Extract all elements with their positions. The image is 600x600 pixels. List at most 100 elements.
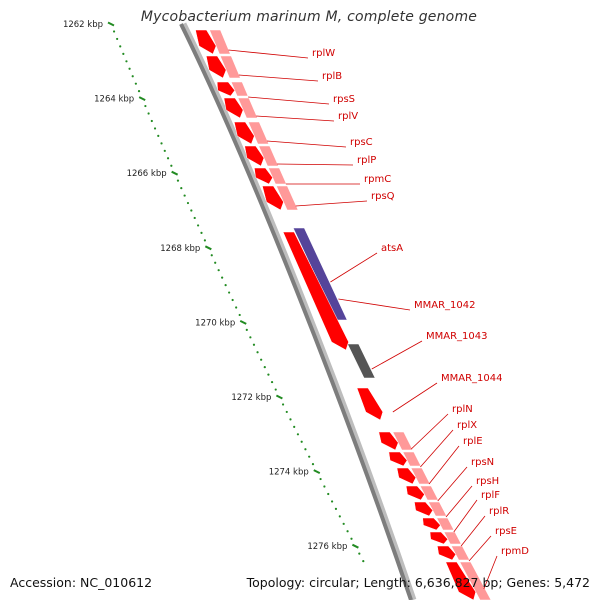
scale-minor-tick <box>214 261 217 264</box>
leader-rplR <box>460 515 486 547</box>
gene-label-rpsC[interactable]: rpsC <box>350 137 373 148</box>
scale-minor-tick <box>281 403 285 406</box>
scale-minor-tick <box>304 448 307 451</box>
gene-label-rplW[interactable]: rplW <box>312 48 335 59</box>
gene-band-rplB <box>219 55 241 79</box>
gene-rplP[interactable] <box>244 145 265 167</box>
leader-rpmD <box>483 555 498 590</box>
scale-minor-tick <box>112 30 116 33</box>
leader-rplP <box>277 163 354 166</box>
gene-rpsS[interactable] <box>216 81 236 97</box>
gene-band-rplV <box>237 97 258 119</box>
scale-minor-tick <box>228 291 231 294</box>
gene-rplF[interactable] <box>422 517 441 531</box>
gene-label-rplV[interactable]: rplV <box>338 111 358 122</box>
gene-rplR[interactable] <box>429 531 449 545</box>
scale-minor-tick <box>334 507 338 510</box>
scale-minor-tick <box>252 343 256 346</box>
scale-minor-tick <box>231 298 234 302</box>
gene-label-rpsH[interactable]: rpsH <box>476 476 499 487</box>
gene-label-rpmC[interactable]: rpmC <box>364 174 391 185</box>
gene-band-rpsS <box>230 81 249 97</box>
scale-minor-tick <box>330 500 334 503</box>
gene-label-rplR[interactable]: rplR <box>489 506 509 517</box>
gene-rpmD[interactable] <box>445 561 476 600</box>
backbone-shadow <box>179 22 417 600</box>
gene-band-rplR <box>443 531 462 545</box>
gene-label-rplP[interactable]: rplP <box>357 155 376 166</box>
scale-label: 1270 kbp <box>195 318 235 328</box>
gene-rplN[interactable] <box>378 431 399 451</box>
scale-minor-tick <box>160 142 163 145</box>
scale-minor-tick <box>203 239 206 242</box>
accession-text: Accession: NC_010612 <box>10 575 153 590</box>
gene-rplV[interactable] <box>223 97 244 119</box>
gene-rplE[interactable] <box>396 467 417 485</box>
gene-rpsC[interactable] <box>233 121 255 145</box>
gene-rpsH[interactable] <box>414 501 434 517</box>
scale-label: 1276 kbp <box>307 542 347 552</box>
gene-label-rplN[interactable]: rplN <box>452 404 473 415</box>
gene-label-rpsN[interactable]: rpsN <box>471 457 494 468</box>
gene-label-rplF[interactable]: rplF <box>481 490 500 501</box>
scale-minor-tick <box>128 67 131 70</box>
scale-label: 1274 kbp <box>269 468 309 478</box>
scale-minor-tick <box>186 201 190 205</box>
gene-label-rplX[interactable]: rplX <box>457 420 477 431</box>
gene-rplB[interactable] <box>205 55 227 79</box>
scale-minor-tick <box>245 328 248 331</box>
gene-label-rplB[interactable]: rplB <box>322 71 342 82</box>
gene-rplW[interactable] <box>195 29 217 55</box>
scale-major-tick <box>107 21 115 27</box>
gene-band-rplN <box>392 431 414 451</box>
leader-rpsC <box>266 140 347 148</box>
scale-minor-tick <box>308 455 311 458</box>
scale-major-tick <box>171 170 179 176</box>
gene-MMAR_1042[interactable] <box>282 231 349 351</box>
scale-major-tick <box>351 543 359 549</box>
scale-minor-tick <box>274 388 277 391</box>
leader-rplV <box>256 115 335 122</box>
scale-minor-tick <box>217 269 220 272</box>
gene-MMAR_1043[interactable] <box>347 343 376 379</box>
leader-rplE <box>428 445 460 485</box>
leader-MMAR_1042 <box>338 298 411 311</box>
scale-minor-tick <box>342 522 345 525</box>
gene-rplX[interactable] <box>388 451 408 467</box>
scale-minor-tick <box>260 358 263 361</box>
scale-minor-tick <box>263 366 266 369</box>
genome-summary-text: Topology: circular; Length: 6,636,827 bp… <box>246 575 590 590</box>
scale-label: 1268 kbp <box>160 244 200 254</box>
gene-band-rplE <box>410 467 431 485</box>
gene-label-rplE[interactable]: rplE <box>463 436 483 447</box>
gene-rpsQ[interactable] <box>262 185 284 211</box>
leader-atsA <box>330 252 378 283</box>
gene-label-atsA[interactable]: atsA <box>381 243 403 254</box>
scale-minor-tick <box>144 104 147 108</box>
gene-rpsN[interactable] <box>405 485 425 501</box>
gene-label-rpsQ[interactable]: rpsQ <box>371 191 395 202</box>
scale-minor-tick <box>327 492 330 496</box>
scale-tick-labels: 1262 kbp 1264 kbp 1266 kbp 1268 kbp 1270 kbp… <box>63 20 347 552</box>
scale-minor-tick <box>170 164 173 167</box>
gene-label-rpmD[interactable]: rpmD <box>501 546 529 557</box>
gene-rpmC[interactable] <box>254 167 273 185</box>
scale-minor-tick <box>289 418 292 421</box>
gene-labels: rplW rplB rpsS rplV rpsC rplP rpmC rpsQ atsA MMAR… <box>312 48 529 557</box>
gene-rpsE[interactable] <box>436 545 457 561</box>
map-title: Mycobacterium marinum M, complete genome <box>140 9 478 25</box>
gene-label-MMAR_1044[interactable]: MMAR_1044 <box>441 373 503 384</box>
gene-label-MMAR_1043[interactable]: MMAR_1043 <box>426 331 488 342</box>
scale-minor-tick <box>238 313 241 317</box>
leader-rpsS <box>248 96 330 105</box>
gene-label-rpsS[interactable]: rpsS <box>333 94 355 105</box>
scale-minor-tick <box>346 530 349 533</box>
scale-minor-tick <box>296 433 300 436</box>
leader-rpsQ <box>295 200 368 207</box>
leader-rplF <box>453 499 478 533</box>
gene-label-MMAR_1042[interactable]: MMAR_1042 <box>414 300 476 311</box>
scale-minor-tick <box>285 410 288 414</box>
label-leader-lines <box>228 49 498 590</box>
gene-label-rpsE[interactable]: rpsE <box>495 526 517 537</box>
gene-MMAR_1044[interactable] <box>356 387 384 421</box>
